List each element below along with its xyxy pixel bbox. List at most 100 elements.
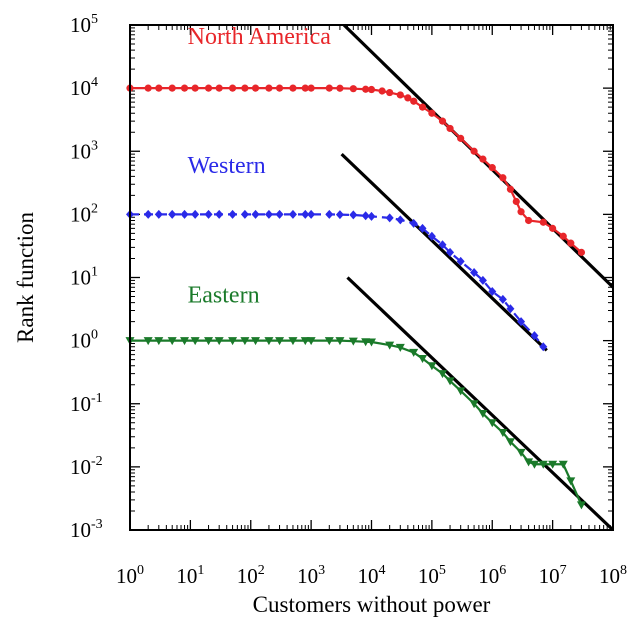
data-point (361, 338, 371, 347)
x-tick-base: 10 (297, 564, 318, 588)
data-point (410, 97, 418, 105)
data-point (478, 275, 487, 285)
data-point (456, 256, 465, 266)
data-point (505, 438, 515, 447)
data-point (524, 216, 533, 225)
data-point (428, 109, 436, 117)
data-point (427, 362, 437, 371)
data-point (524, 458, 534, 467)
data-point (469, 400, 479, 409)
data-point (488, 164, 496, 172)
data-point (204, 337, 214, 346)
data-point (167, 337, 177, 346)
data-point (300, 337, 310, 346)
x-tick-exponent: 5 (439, 563, 446, 578)
series-label-western: Western (188, 153, 266, 179)
y-tick-label: 103 (70, 138, 98, 163)
data-point (418, 223, 427, 233)
data-point (530, 331, 539, 341)
data-point (367, 85, 376, 94)
data-point (215, 84, 223, 92)
data-point (228, 209, 237, 219)
x-tick-label: 104 (358, 563, 386, 588)
data-point (306, 337, 316, 346)
data-point (456, 387, 466, 396)
data-point (385, 341, 395, 350)
data-point (576, 501, 586, 510)
series-north-america (126, 84, 586, 256)
data-point (251, 337, 261, 346)
data-point (289, 84, 297, 92)
y-tick-base: 10 (70, 455, 91, 479)
data-point (215, 209, 224, 219)
x-tick-exponent: 8 (620, 563, 627, 578)
data-point (478, 410, 488, 419)
y-tick-exponent: -1 (91, 391, 103, 406)
x-tick-base: 10 (176, 564, 197, 588)
series-label-eastern: Eastern (188, 283, 260, 309)
data-point (264, 337, 274, 346)
data-point (517, 317, 526, 327)
data-point (144, 84, 152, 92)
y-tick-base: 10 (70, 329, 91, 353)
data-point (470, 268, 479, 278)
data-point (228, 84, 237, 92)
data-point (395, 343, 405, 352)
data-point (324, 337, 334, 346)
y-tick-exponent: 5 (91, 12, 98, 27)
data-point (335, 337, 345, 346)
data-point (240, 337, 250, 346)
series-eastern (125, 337, 586, 510)
y-tick-base: 10 (70, 518, 91, 542)
data-point (499, 174, 507, 182)
data-point (506, 304, 515, 314)
x-tick-exponent: 6 (499, 563, 506, 578)
data-point (349, 85, 357, 93)
series-line (130, 339, 583, 506)
data-point (438, 240, 447, 250)
data-point (275, 209, 284, 219)
data-point (418, 103, 427, 111)
x-tick-base: 10 (599, 564, 620, 588)
data-point (180, 209, 189, 219)
data-point (385, 213, 394, 223)
data-point (506, 185, 515, 193)
y-tick-exponent: 1 (91, 265, 98, 280)
data-point (154, 209, 163, 219)
y-tick-base: 10 (70, 76, 91, 100)
data-point (168, 209, 177, 219)
y-tick-label: 100 (70, 328, 98, 353)
series-label-north-america: North America (188, 24, 332, 50)
data-point (288, 209, 297, 219)
data-point (191, 84, 199, 92)
data-point (470, 147, 478, 155)
x-tick-exponent: 0 (137, 563, 144, 578)
x-tick-label: 105 (418, 563, 446, 588)
data-point (445, 377, 455, 386)
x-tick-base: 10 (358, 564, 379, 588)
data-point (487, 419, 497, 428)
data-point (498, 429, 508, 438)
x-tick-exponent: 2 (258, 563, 265, 578)
x-tick-label: 101 (176, 563, 204, 588)
data-point (409, 348, 419, 357)
x-tick-base: 10 (237, 564, 258, 588)
y-tick-label: 102 (70, 201, 98, 226)
x-tick-exponent: 4 (379, 563, 386, 578)
data-point (386, 88, 394, 97)
series-labels: North America Western Eastern (188, 24, 332, 309)
data-point (143, 337, 153, 346)
x-tick-label: 102 (237, 563, 265, 588)
y-tick-label: 10-1 (70, 391, 103, 416)
data-point (479, 155, 487, 163)
data-point (190, 337, 200, 346)
data-point (325, 209, 334, 219)
y-tick-exponent: 0 (91, 328, 98, 343)
data-point (517, 208, 525, 216)
data-point (251, 209, 260, 219)
data-point (335, 210, 344, 220)
data-point (288, 337, 298, 346)
data-point (558, 460, 568, 469)
y-tick-base: 10 (70, 392, 91, 416)
